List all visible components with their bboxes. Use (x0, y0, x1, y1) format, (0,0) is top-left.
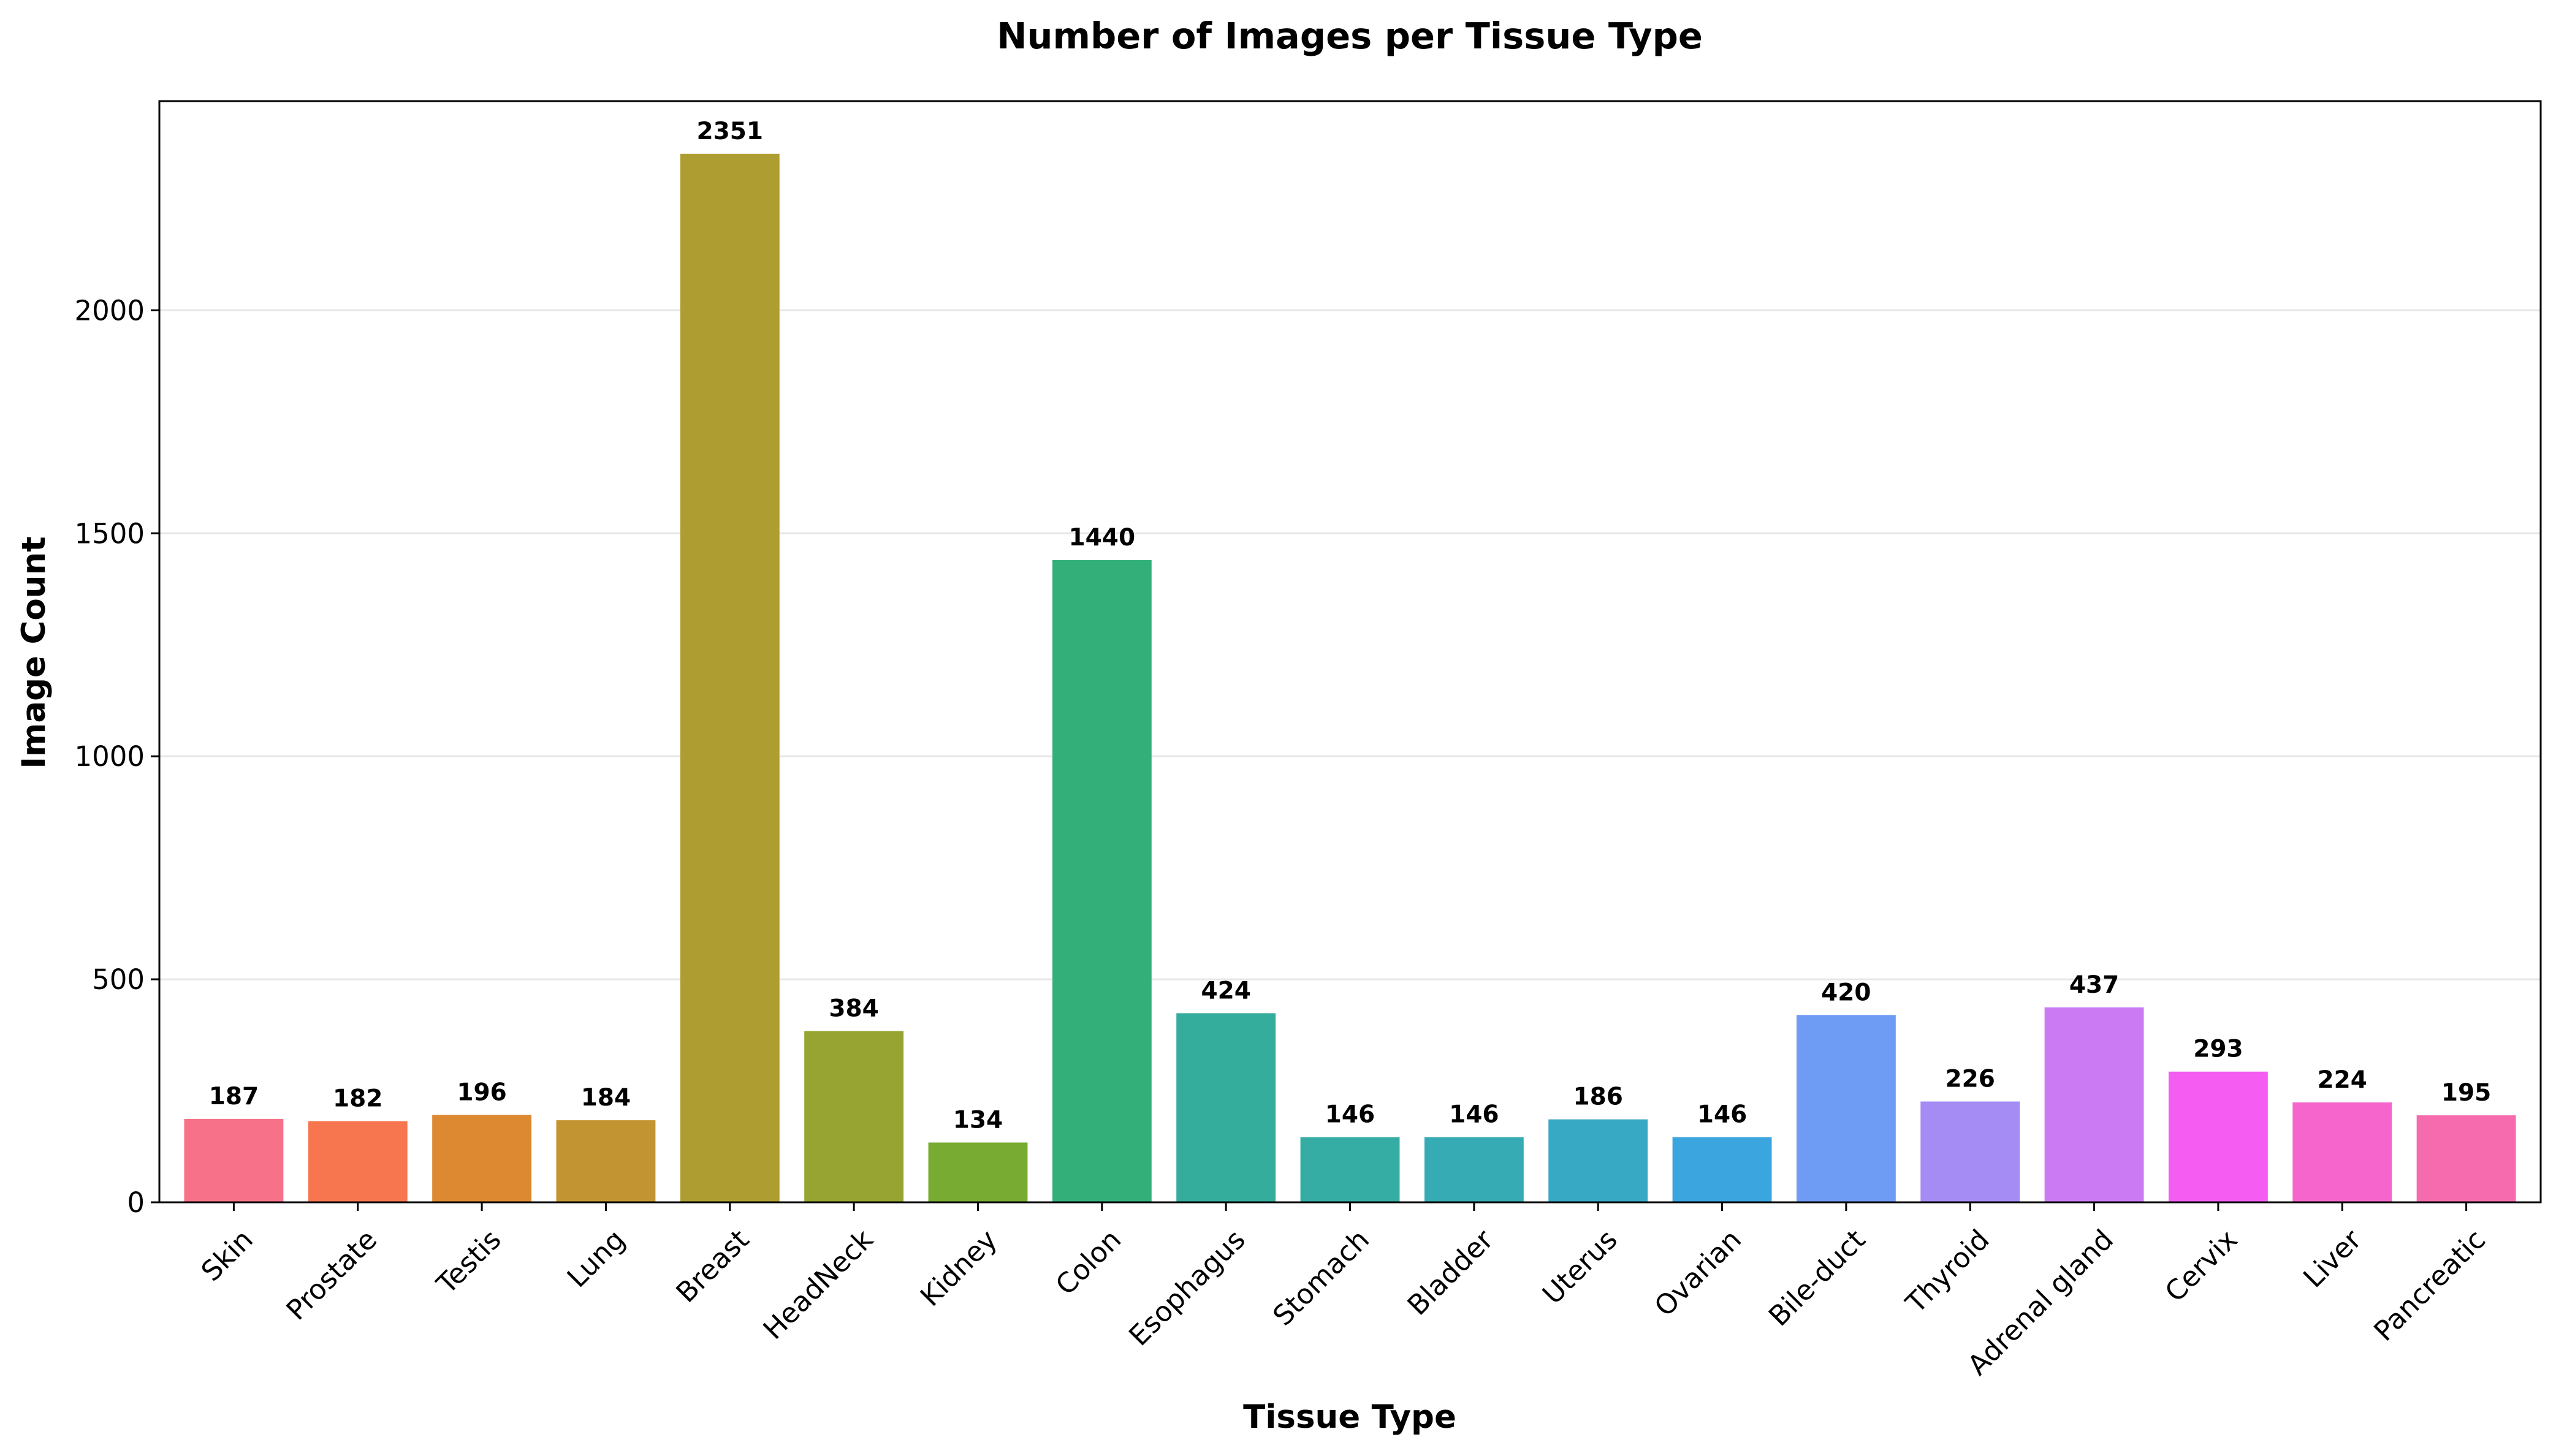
x-axis-label: Tissue Type (1243, 1398, 1456, 1436)
data-label-cervix: 293 (2193, 1036, 2243, 1063)
bar-colon (1052, 559, 1152, 1203)
bar-uterus (1548, 1119, 1648, 1202)
bar-stomach (1300, 1137, 1400, 1202)
bar-liver (2292, 1102, 2392, 1202)
bar-prostate (308, 1121, 408, 1202)
bar-breast (680, 153, 780, 1203)
bar-headneck (804, 1031, 904, 1202)
data-label-skin: 187 (209, 1083, 259, 1110)
data-label-colon: 1440 (1069, 524, 1136, 552)
data-label-pancreatic: 195 (2441, 1079, 2491, 1107)
bar-bladder (1424, 1137, 1524, 1202)
data-label-thyroid: 226 (1946, 1066, 1995, 1093)
bars (184, 153, 2516, 1203)
bar-pancreatic (2416, 1115, 2516, 1202)
data-label-prostate: 182 (333, 1085, 382, 1113)
y-tick-label-1000: 1000 (74, 740, 145, 773)
y-tick-label-500: 500 (92, 963, 145, 996)
bar-esophagus (1176, 1013, 1276, 1202)
data-label-breast: 2351 (697, 118, 764, 145)
data-labels: 187 182 196 184 2351 384 134 1440 424 146 146 186 14… (209, 118, 2492, 1134)
y-tick-label-1500: 1500 (74, 517, 145, 550)
data-label-ovarian: 146 (1697, 1101, 1747, 1129)
chart-title: Number of Images per Tissue Type (997, 15, 1703, 57)
data-label-bile-duct: 420 (1821, 979, 1871, 1006)
data-label-lung: 184 (581, 1084, 631, 1112)
bar-testis (432, 1115, 532, 1202)
data-label-kidney: 134 (953, 1106, 1003, 1134)
data-label-stomach: 146 (1325, 1101, 1375, 1129)
bar-skin (184, 1118, 284, 1202)
y-tick-label-0: 0 (127, 1186, 145, 1219)
y-tick-label-2000: 2000 (74, 294, 145, 327)
bar-thyroid (1920, 1101, 2020, 1202)
y-axis-label: Image Count (15, 536, 53, 768)
bar-ovarian (1672, 1137, 1772, 1202)
bar-kidney (928, 1142, 1028, 1202)
bar-bile-duct (1796, 1015, 1896, 1202)
data-label-bladder: 146 (1449, 1101, 1499, 1129)
grid-lines (159, 309, 2541, 980)
y-axis-ticks: 0 500 1000 1500 2000 (74, 294, 159, 1219)
data-label-liver: 224 (2318, 1066, 2367, 1094)
bar-lung (556, 1120, 656, 1202)
data-label-adrenal-gland: 437 (2069, 971, 2119, 999)
bar-cervix (2168, 1071, 2268, 1202)
bar-adrenal-gland (2044, 1007, 2144, 1202)
data-label-uterus: 186 (1573, 1083, 1622, 1111)
data-label-esophagus: 424 (1201, 977, 1250, 1004)
data-label-headneck: 384 (829, 995, 878, 1023)
data-label-testis: 196 (457, 1079, 506, 1106)
